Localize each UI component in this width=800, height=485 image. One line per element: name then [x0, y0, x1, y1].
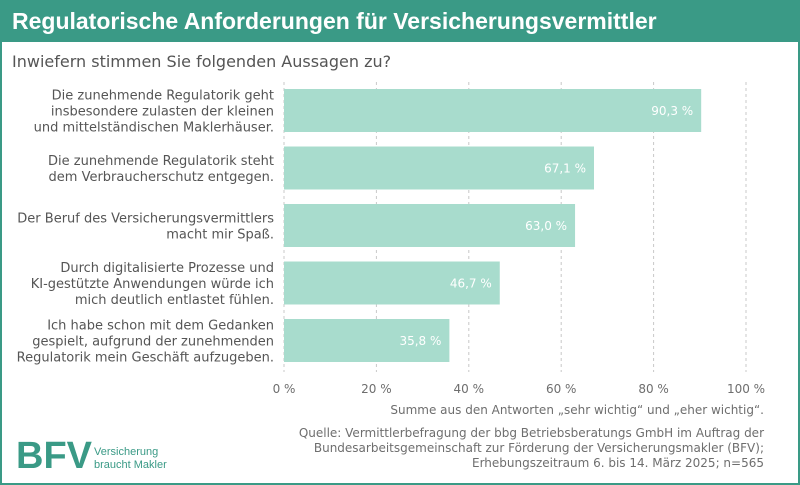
- source-line: Bundesarbeitsgemeinschaft zur Förderung …: [313, 441, 764, 455]
- category-label-line: macht mir Spaß.: [166, 228, 274, 243]
- category-label-line: Ich habe schon mit dem Gedanken: [47, 319, 274, 334]
- category-label: Die zunehmende Regulatorik steht dem Verb…: [48, 154, 274, 185]
- logo-tagline-line-2: braucht Makler: [94, 459, 167, 471]
- bar: [284, 204, 576, 247]
- category-label-line: mich deutlich entlastet fühlen.: [75, 293, 274, 308]
- bar: [284, 261, 500, 305]
- bfv-logo: BFV: [16, 436, 93, 472]
- category-label-line: Der Beruf des Versicherungsvermittlers: [17, 212, 274, 227]
- logo-tagline: Versicherung braucht Makler: [94, 446, 167, 472]
- bar: [284, 146, 595, 190]
- category-label-line: gespielt, aufgrund der zunehmenden: [32, 335, 274, 350]
- category-label: Durch digitalisierte Prozesse und KI-gest…: [31, 261, 274, 308]
- chart-title: Regulatorische Anforderungen für Versich…: [12, 8, 657, 34]
- category-label-line: dem Verbraucherschutz entgegen.: [49, 170, 274, 185]
- x-tick-label: 80 %: [638, 382, 669, 396]
- category-label-line: Regulatorik mein Geschäft aufzugeben.: [17, 351, 274, 366]
- category-label: Die zunehmende Regulatorik geht insbesond…: [34, 89, 274, 136]
- logo-tagline-line-1: Versicherung: [94, 446, 159, 458]
- category-label: Der Beruf des Versicherungsvermittlers ma…: [17, 212, 274, 243]
- category-label-line: KI-gestützte Anwendungen würde ich: [31, 277, 274, 292]
- category-label-line: Die zunehmende Regulatorik geht: [52, 89, 274, 104]
- source-line: Quelle: Vermittlerbefragung der bbg Betr…: [298, 426, 764, 440]
- bar: [284, 89, 702, 132]
- x-tick-label: 20 %: [361, 382, 392, 396]
- title-bar: Regulatorische Anforderungen für Versich…: [2, 2, 798, 42]
- bar-value-label: 46,7 %: [450, 277, 492, 291]
- x-tick-label: 40 %: [454, 382, 485, 396]
- bar-value-label: 67,1 %: [544, 162, 586, 176]
- chart-subtitle: Inwiefern stimmen Sie folgenden Aussagen…: [12, 52, 392, 71]
- bar: [284, 319, 450, 362]
- bar-value-label: 35,8 %: [399, 334, 441, 348]
- category-label-line: und mittelständischen Maklerhäuser.: [34, 121, 274, 136]
- category-label-line: insbesondere zulasten der kleinen: [51, 105, 274, 120]
- bar-value-label: 90,3 %: [651, 104, 693, 118]
- source-line: Erhebungszeitraum 6. bis 14. März 2025; …: [471, 456, 764, 470]
- chart-note: Summe aus den Antworten „sehr wichtig“ u…: [390, 403, 764, 417]
- x-tick-label: 0 %: [273, 382, 296, 396]
- category-label-line: Die zunehmende Regulatorik steht: [48, 154, 274, 169]
- bar-chart: 0 % 20 % 40 % 60 % 80 % 100 % 90,3 % Die zunehm…: [17, 82, 765, 396]
- x-tick-label: 100 %: [727, 382, 765, 396]
- source-note: Quelle: Vermittlerbefragung der bbg Betr…: [299, 426, 764, 471]
- bar-value-label: 63,0 %: [525, 219, 567, 233]
- category-label-line: Durch digitalisierte Prozesse und: [60, 261, 274, 276]
- x-tick-label: 60 %: [546, 382, 577, 396]
- category-label: Ich habe schon mit dem Gedanken gespielt,…: [17, 319, 274, 366]
- bfv-logo-text: BFV: [16, 436, 93, 472]
